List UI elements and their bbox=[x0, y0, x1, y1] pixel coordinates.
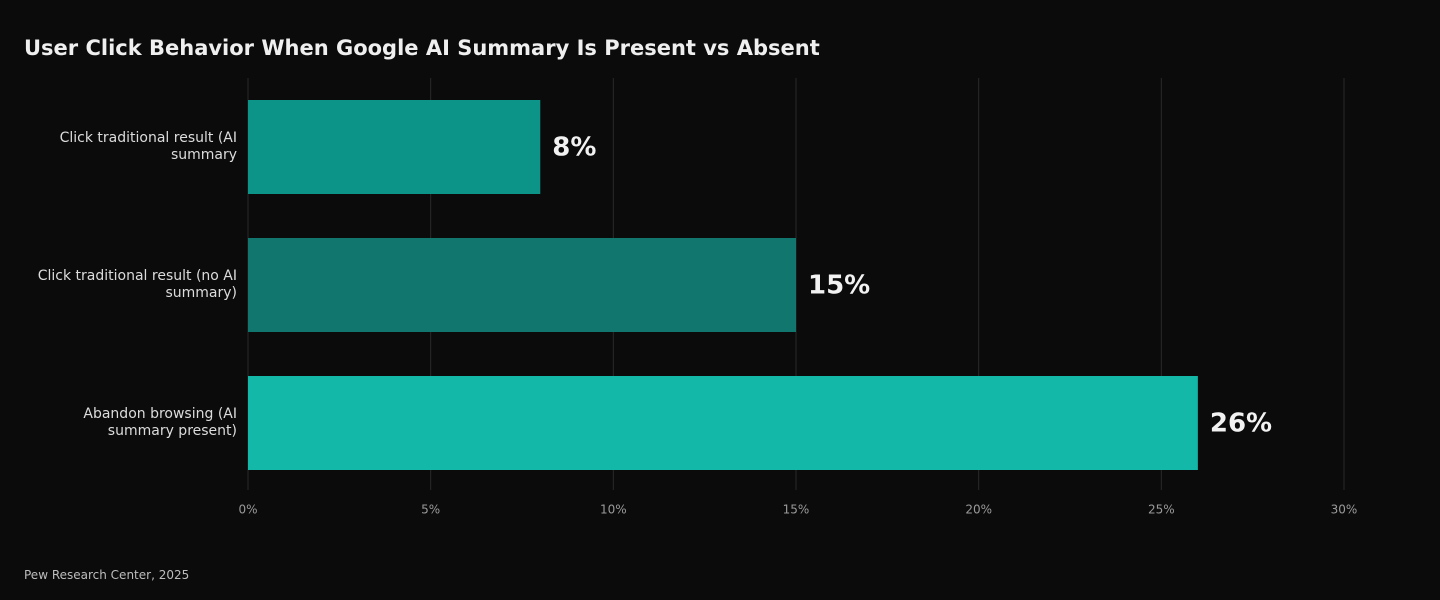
value-label: 15% bbox=[808, 271, 870, 301]
value-label: 26% bbox=[1210, 409, 1272, 439]
x-tick-label: 15% bbox=[783, 503, 810, 517]
bar bbox=[248, 100, 541, 194]
y-tick-label: Click traditional result (AI summary bbox=[59, 130, 237, 163]
x-tick-label: 25% bbox=[1148, 503, 1175, 517]
y-tick-label: Abandon browsing (AI summary present) bbox=[83, 406, 237, 439]
x-tick-label: 30% bbox=[1331, 503, 1358, 517]
value-label: 8% bbox=[552, 133, 596, 163]
x-tick-label: 0% bbox=[238, 503, 257, 517]
bar bbox=[248, 376, 1198, 470]
x-tick-label: 20% bbox=[965, 503, 992, 517]
source-note: Pew Research Center, 2025 bbox=[24, 568, 190, 582]
x-tick-label: 5% bbox=[421, 503, 440, 517]
chart-title: User Click Behavior When Google AI Summa… bbox=[24, 36, 820, 60]
y-tick-label: Click traditional result (no AI summary) bbox=[37, 268, 237, 301]
x-tick-label: 10% bbox=[600, 503, 627, 517]
bar bbox=[248, 238, 796, 332]
